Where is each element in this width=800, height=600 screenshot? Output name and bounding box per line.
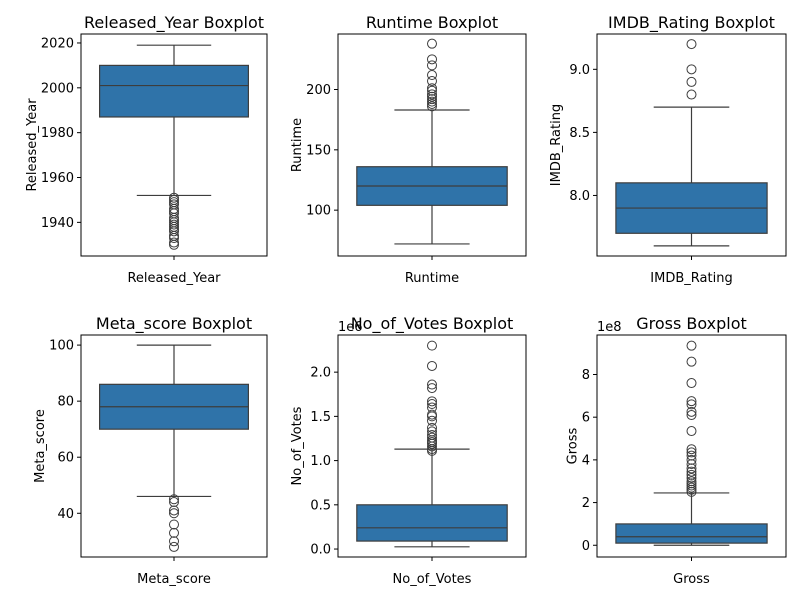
panel-released-year: Released_Year Boxplot 1940 1960 1980 2000 202… xyxy=(25,13,267,286)
y-tick-label: 8.5 xyxy=(569,126,590,141)
outlier-point xyxy=(428,55,437,64)
y-tick-label: 100 xyxy=(49,339,74,354)
outlier-point xyxy=(687,65,696,74)
box-iqr xyxy=(100,65,249,117)
x-axis-label: Runtime xyxy=(405,271,459,286)
y-tick-label: 100 xyxy=(306,204,331,219)
panel-runtime: Runtime Boxplot 100 150 200 Runtime Runtime xyxy=(290,13,526,286)
y-tick-label: 2 xyxy=(582,496,590,511)
chart-title: Released_Year Boxplot xyxy=(84,13,264,33)
y-axis-label: Meta_score xyxy=(33,409,48,483)
y-tick-label: 80 xyxy=(57,395,74,410)
outlier-point xyxy=(687,40,696,49)
y-tick-label: 4 xyxy=(582,453,590,468)
y-tick-label: 9.0 xyxy=(569,63,590,78)
chart-title: No_of_Votes Boxplot xyxy=(351,314,514,334)
y-tick-label: 150 xyxy=(306,143,331,158)
outlier-point xyxy=(687,357,696,366)
y-tick-label: 2020 xyxy=(41,36,74,51)
outlier-point xyxy=(687,77,696,86)
y-tick-label: 1940 xyxy=(41,216,74,231)
x-axis-label: Released_Year xyxy=(127,271,221,286)
y-tick-label: 8.0 xyxy=(569,189,590,204)
outlier-point xyxy=(170,528,179,537)
outlier-point xyxy=(428,39,437,48)
outlier-point xyxy=(687,90,696,99)
panel-no-of-votes: No_of_Votes Boxplot 0.0 0.5 1.0 1.5 2.0 No_of_… xyxy=(290,314,526,587)
y-tick-label: 1980 xyxy=(41,126,74,141)
outlier-point xyxy=(428,361,437,370)
y-tick-label: 0.0 xyxy=(310,543,331,558)
y-tick-label: 60 xyxy=(57,451,74,466)
panel-imdb-rating: IMDB_Rating Boxplot 8.0 8.5 9.0 IMDB_Rating I… xyxy=(549,13,786,286)
chart-title: IMDB_Rating Boxplot xyxy=(608,13,775,33)
chart-title: Gross Boxplot xyxy=(636,314,747,333)
y-tick-label: 0 xyxy=(582,539,590,554)
y-tick-label: 0.5 xyxy=(310,498,331,513)
x-axis-label: IMDB_Rating xyxy=(650,271,732,286)
y-axis-label: Runtime xyxy=(290,118,305,172)
y-tick-label: 8 xyxy=(582,368,590,383)
outlier-point xyxy=(428,71,437,80)
y-axis-label: Gross xyxy=(566,427,581,464)
outlier-point xyxy=(687,379,696,388)
x-axis-label: No_of_Votes xyxy=(393,572,472,587)
y-axis-label: IMDB_Rating xyxy=(549,104,564,186)
outlier-point xyxy=(687,341,696,350)
y-tick-label: 2.0 xyxy=(310,366,331,381)
x-axis-label: Gross xyxy=(673,572,710,587)
panel-gross: Gross Boxplot 0 2 4 6 8 Gross Gross 1e8 xyxy=(566,314,786,587)
outlier-point xyxy=(428,341,437,350)
y-axis-label: Released_Year xyxy=(25,98,40,192)
chart-title: Meta_score Boxplot xyxy=(96,314,252,334)
chart-title: Runtime Boxplot xyxy=(366,13,498,32)
y-tick-label: 200 xyxy=(306,83,331,98)
y-tick-label: 1.5 xyxy=(310,410,331,425)
y-tick-label: 1.0 xyxy=(310,454,331,469)
outlier-point xyxy=(170,520,179,529)
outlier-point xyxy=(170,542,179,551)
panel-meta-score: Meta_score Boxplot 40 60 80 100 Meta_score Met… xyxy=(33,314,267,587)
axis-offset-label: 1e6 xyxy=(338,320,363,335)
outlier-point xyxy=(687,427,696,436)
y-tick-label: 1960 xyxy=(41,171,74,186)
y-axis-label: No_of_Votes xyxy=(290,406,305,485)
box-iqr xyxy=(357,505,507,541)
y-tick-label: 40 xyxy=(57,507,74,522)
outlier-point xyxy=(170,240,179,249)
outlier-point xyxy=(170,537,179,546)
x-axis-label: Meta_score xyxy=(137,572,211,587)
y-tick-label: 2000 xyxy=(41,81,74,96)
box-iqr xyxy=(616,524,767,543)
y-tick-label: 6 xyxy=(582,411,590,426)
axis-offset-label: 1e8 xyxy=(597,320,622,335)
